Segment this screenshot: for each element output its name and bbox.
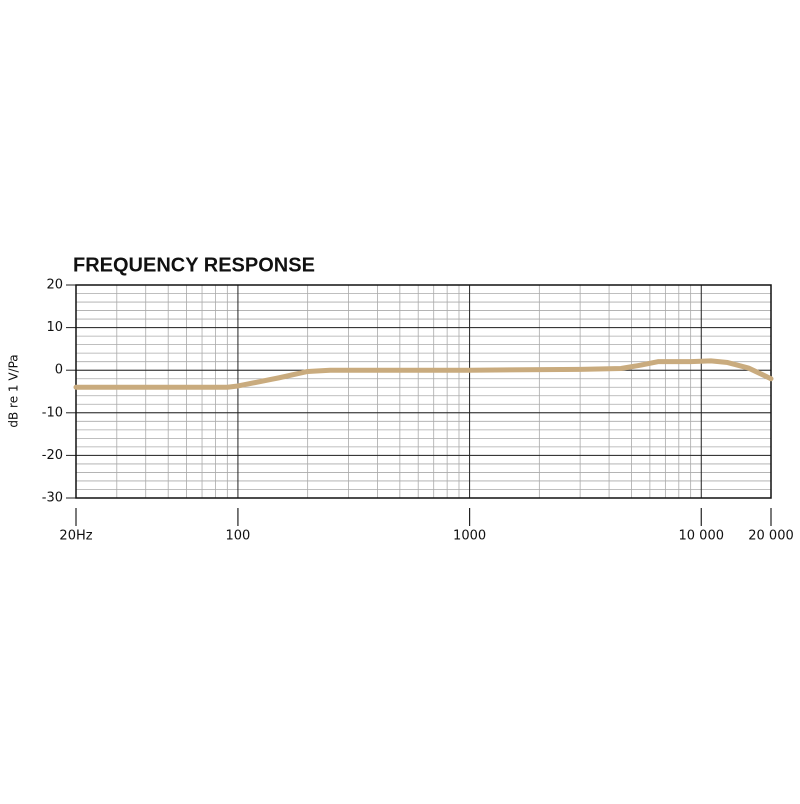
y-tick-label: -30 <box>42 491 63 506</box>
x-tick-label: 100 <box>226 529 251 544</box>
chart-title: FREQUENCY RESPONSE <box>73 254 315 276</box>
y-tick-label: 0 <box>55 363 63 378</box>
response-curve <box>73 358 774 390</box>
plot-frame <box>75 284 772 499</box>
x-tick-label: 20 000 <box>748 529 794 544</box>
y-axis-label: dB re 1 V/Pa <box>7 354 21 427</box>
y-tick-label: -20 <box>42 448 63 463</box>
y-tick-label: -10 <box>42 405 63 420</box>
x-tick-label: 10 000 <box>679 529 725 544</box>
y-tick-label: 10 <box>46 320 63 335</box>
x-tick-label: 20Hz <box>59 529 92 544</box>
y-tick-label: 20 <box>46 278 63 293</box>
x-tick-label: 1000 <box>453 529 486 544</box>
